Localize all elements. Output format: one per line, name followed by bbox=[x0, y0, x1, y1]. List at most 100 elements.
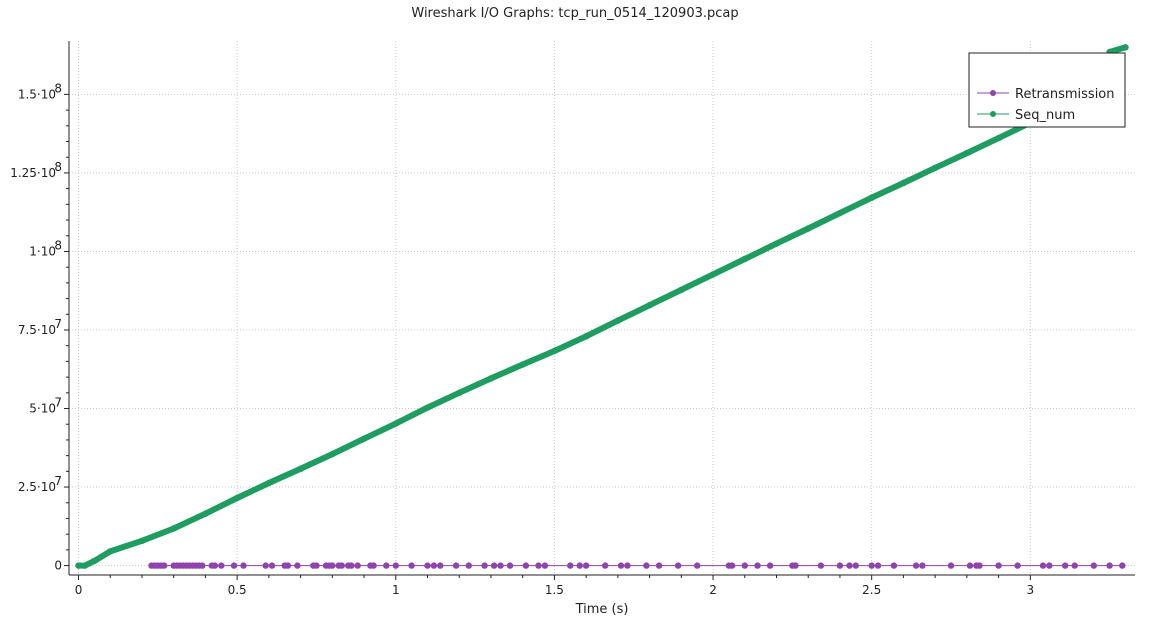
seq-num-point bbox=[773, 240, 780, 247]
y-tick-label: 5·10 bbox=[29, 402, 56, 416]
y-tick-label-exponent: 7 bbox=[54, 396, 62, 410]
retransmission-point bbox=[1014, 562, 1021, 569]
retransmission-point bbox=[211, 562, 219, 569]
legend-seq-num-label: Seq_num bbox=[1015, 108, 1075, 123]
y-tick-label: 0 bbox=[54, 559, 62, 573]
y-tick-label-base: 0 bbox=[54, 559, 62, 573]
retransmission-point bbox=[348, 562, 355, 569]
seq-num-point bbox=[75, 562, 82, 569]
y-tick-label-exponent: 7 bbox=[54, 317, 62, 331]
retransmission-point bbox=[430, 562, 438, 569]
y-tick-label-exponent: 8 bbox=[54, 160, 62, 174]
retransmission-point bbox=[465, 562, 472, 569]
y-tick-label: 1·10 bbox=[29, 244, 56, 258]
seq-num-point bbox=[551, 347, 558, 355]
retransmission-point bbox=[741, 562, 748, 569]
x-tick-label: 2 bbox=[709, 583, 717, 597]
retransmission-point bbox=[370, 562, 377, 569]
legend-retransmission-marker bbox=[990, 90, 996, 96]
retransmission-point bbox=[1090, 562, 1098, 569]
x-tick-label: 1.5 bbox=[545, 583, 564, 597]
retransmission-point bbox=[602, 562, 609, 569]
retransmission-point bbox=[976, 562, 983, 569]
retransmission-point bbox=[655, 562, 663, 569]
y-tick-label-base: 1.25·10 bbox=[10, 166, 56, 180]
y-tick-label-base: 1.5·10 bbox=[18, 87, 56, 101]
retransmission-point bbox=[437, 562, 444, 569]
tick-layer: 0 0.5 1 1.5 2 2.5 302.5·1075·1077.5·1071·1081.… bbox=[10, 81, 1034, 597]
seq-num-point bbox=[329, 450, 336, 458]
retransmission-point bbox=[506, 562, 514, 569]
retransmission-point bbox=[624, 562, 631, 569]
seq-num-point bbox=[81, 562, 89, 569]
retransmission-point bbox=[294, 562, 301, 569]
retransmission-point bbox=[1119, 562, 1126, 569]
retransmission-point bbox=[1106, 562, 1113, 569]
legend-items: Retransmission Seq_num bbox=[977, 87, 1115, 123]
retransmission-point bbox=[199, 562, 206, 569]
y-tick-label: 7.5·10 bbox=[18, 323, 56, 337]
retransmission-point bbox=[392, 562, 399, 569]
seq-num-point bbox=[963, 149, 971, 157]
retransmission-point bbox=[1046, 562, 1053, 569]
seq-num-point bbox=[297, 465, 304, 472]
retransmission-point bbox=[766, 562, 774, 569]
y-tick-label: 2.5·10 bbox=[18, 480, 56, 494]
y-tick-label-base: 7.5·10 bbox=[18, 323, 56, 337]
seq-num-point bbox=[519, 361, 526, 368]
retransmission-point bbox=[329, 562, 336, 569]
retransmission-point bbox=[919, 562, 926, 569]
retransmission-point bbox=[490, 562, 498, 569]
retransmission-point bbox=[754, 562, 761, 569]
retransmission-point bbox=[947, 562, 955, 569]
seq-num-point bbox=[107, 548, 114, 555]
y-tick-label: 1.25·10 bbox=[10, 166, 56, 180]
seq-num-point bbox=[91, 557, 98, 565]
seq-num-point bbox=[678, 286, 685, 293]
x-tick-label: 0 bbox=[75, 583, 83, 597]
seq-num-point bbox=[202, 510, 209, 517]
legend-retransmission-label: Retransmission bbox=[1015, 87, 1115, 102]
retransmission-point bbox=[313, 562, 320, 569]
seq-num-point bbox=[456, 389, 463, 396]
retransmission-point bbox=[240, 562, 247, 569]
retransmission-point bbox=[1039, 562, 1047, 569]
retransmission-point bbox=[535, 562, 542, 569]
seq-num-point bbox=[646, 302, 653, 309]
seq-num-point bbox=[360, 435, 368, 442]
retransmission-point bbox=[817, 562, 825, 569]
retransmission-point bbox=[452, 562, 460, 569]
seq-num-point bbox=[741, 255, 748, 263]
retransmission-point bbox=[643, 562, 650, 569]
legend-seq-num-marker bbox=[990, 111, 996, 117]
retransmission-point bbox=[728, 562, 736, 569]
retransmission-point bbox=[1062, 562, 1069, 569]
y-tick-label: 1.5·10 bbox=[18, 87, 56, 101]
retransmission-point bbox=[567, 562, 574, 569]
y-tick-label-exponent: 8 bbox=[54, 238, 62, 252]
seq-num-point bbox=[487, 375, 495, 382]
retransmission-point bbox=[541, 562, 549, 569]
y-tick-label-base: 1·10 bbox=[29, 244, 56, 258]
retransmission-point bbox=[694, 562, 701, 569]
retransmission-point bbox=[846, 562, 853, 569]
retransmission-point bbox=[674, 562, 682, 569]
seq-num-point bbox=[614, 317, 622, 324]
retransmission-point bbox=[890, 562, 898, 569]
seq-num-point bbox=[170, 525, 177, 532]
seq-num-point bbox=[709, 271, 717, 278]
y-tick-label-exponent: 7 bbox=[54, 474, 62, 488]
retransmission-point bbox=[262, 562, 269, 569]
retransmission-point bbox=[852, 562, 859, 569]
retransmission-point bbox=[995, 562, 1002, 569]
y-tick-label-exponent: 8 bbox=[54, 81, 62, 95]
retransmission-point bbox=[268, 562, 276, 569]
retransmission-point bbox=[383, 562, 390, 569]
retransmission-point bbox=[218, 562, 225, 569]
legend: Retransmission Seq_num bbox=[968, 52, 1126, 128]
retransmission-point bbox=[522, 562, 530, 569]
series-layer bbox=[75, 44, 1129, 569]
seq-num-point bbox=[424, 404, 431, 411]
